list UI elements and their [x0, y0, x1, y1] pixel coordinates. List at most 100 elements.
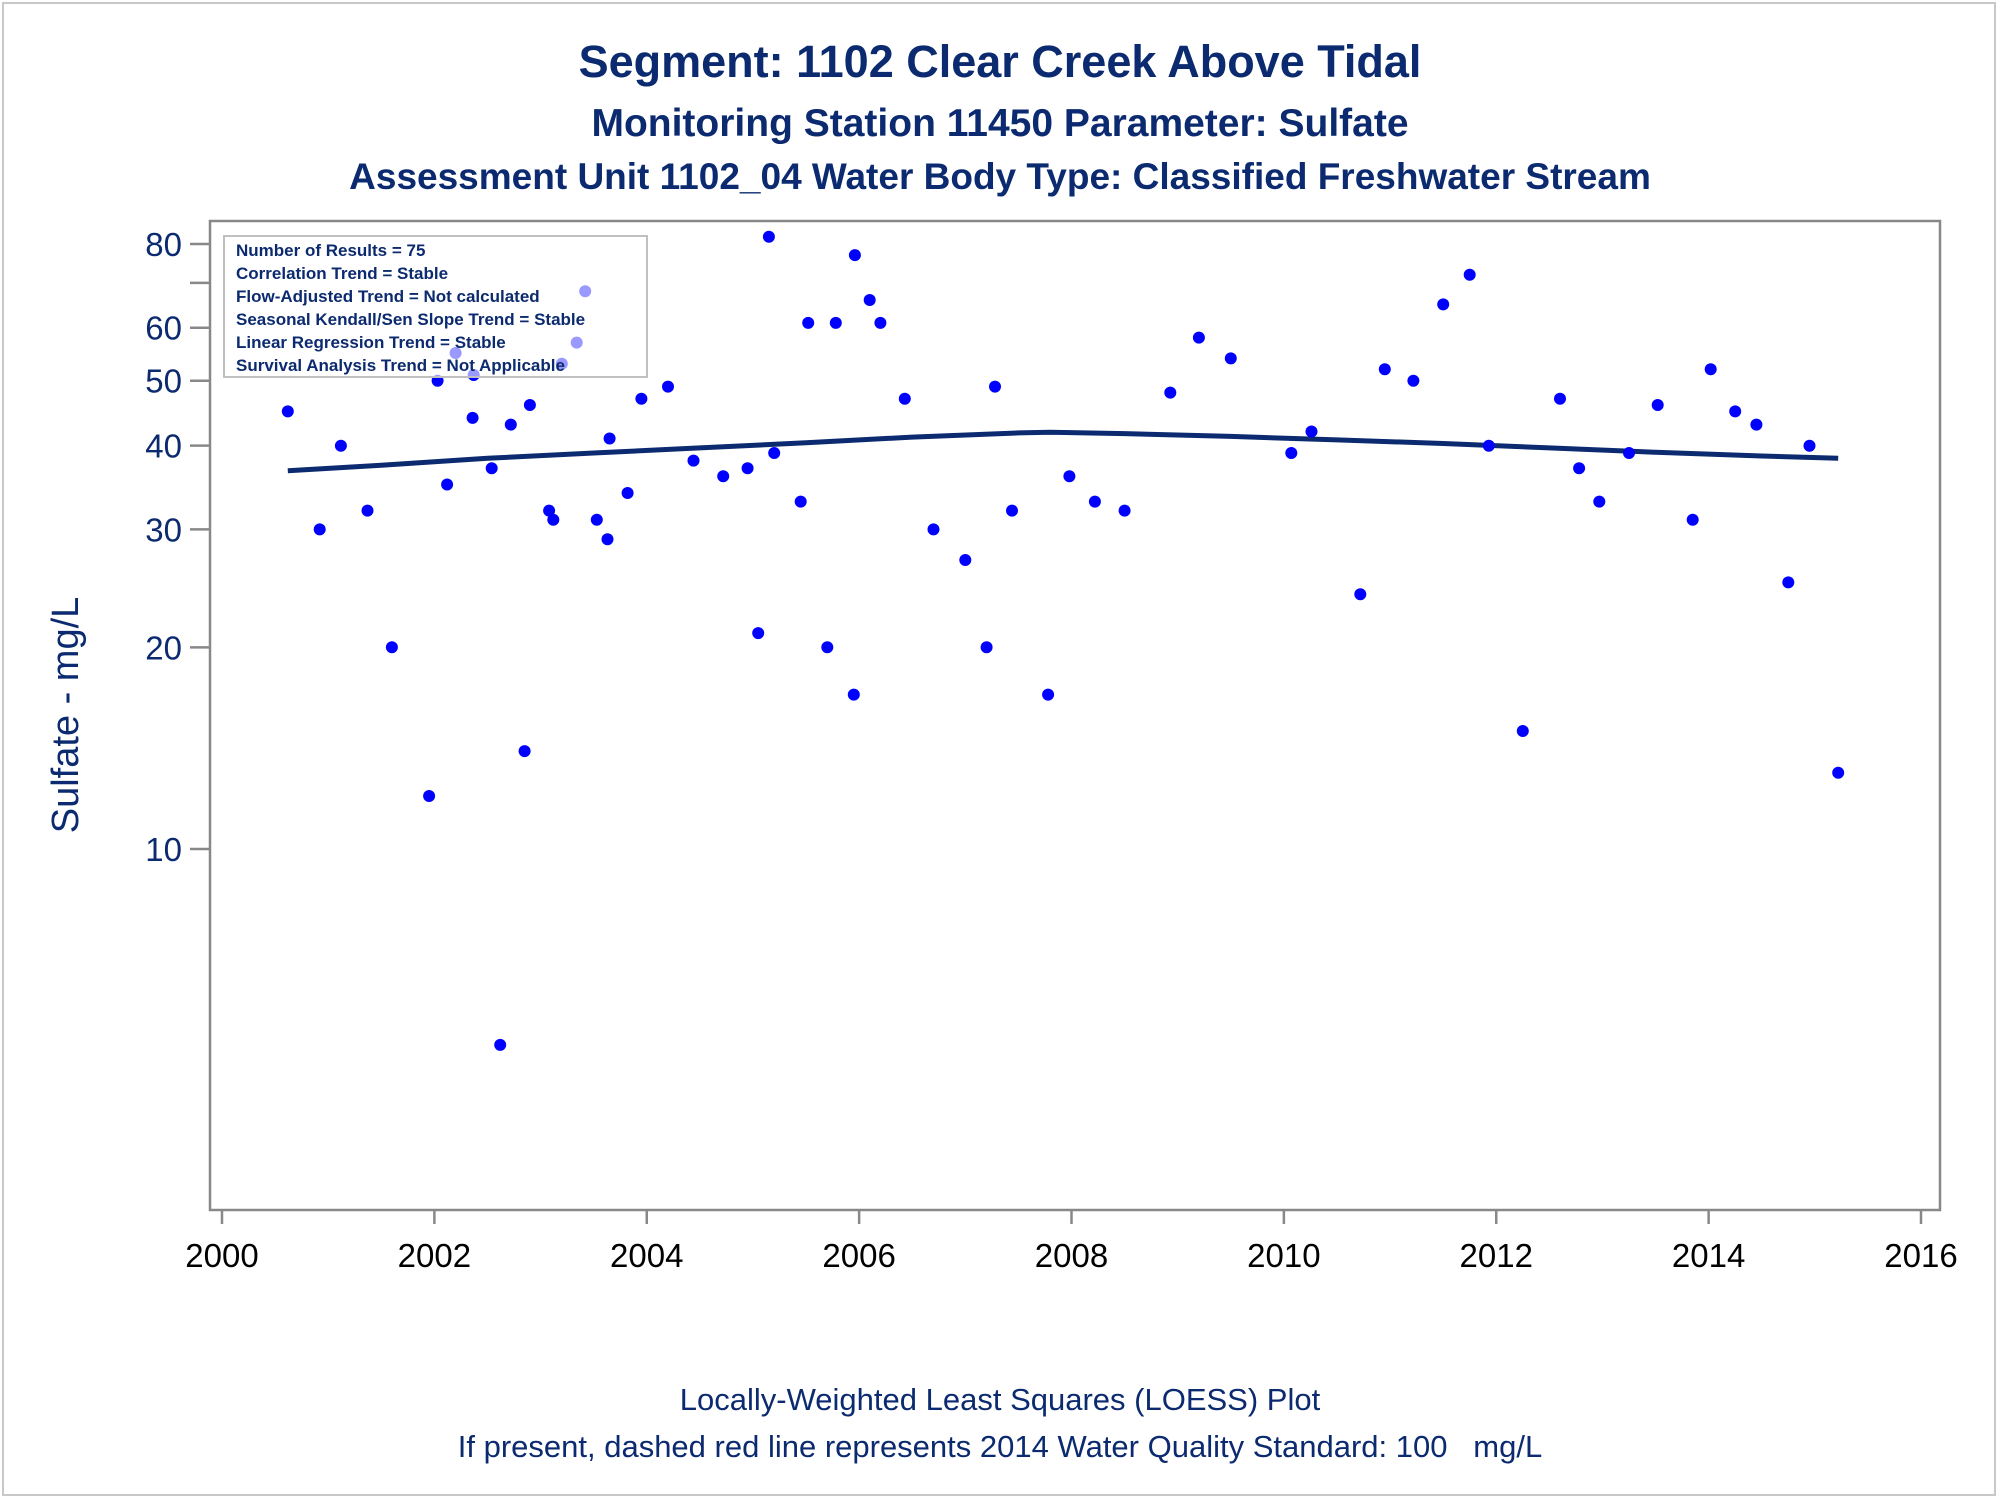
data-point: [980, 641, 993, 654]
y-axis: 10 20 30 40 50 60 80: [145, 226, 210, 868]
chart-subtitle-assessment: Assessment Unit 1102_04 Water Body Type:…: [349, 156, 1651, 197]
data-point: [1354, 588, 1367, 601]
data-point: [1782, 576, 1795, 589]
data-point: [1118, 504, 1131, 517]
data-point: [1750, 418, 1763, 431]
y-tick-label: 50: [145, 363, 182, 400]
data-point: [959, 554, 972, 566]
data-point: [385, 641, 398, 654]
data-point: [441, 478, 454, 491]
data-point: [1623, 447, 1635, 459]
stats-box-border: [223, 235, 648, 378]
footnote-method: Locally-Weighted Least Squares (LOESS) P…: [679, 1382, 1321, 1417]
data-point: [523, 399, 536, 411]
data-point: [1686, 513, 1699, 526]
data-point: [635, 392, 648, 405]
data-point: [1063, 470, 1076, 483]
data-point: [1482, 439, 1495, 452]
data-point: [590, 513, 603, 526]
data-point: [1285, 447, 1298, 459]
y-tick-label: 10: [145, 831, 182, 868]
data-point: [281, 405, 294, 418]
y-tick-label: 30: [145, 511, 182, 548]
stats-line: Seasonal Kendall/Sen Slope Trend = Stabl…: [236, 310, 585, 329]
data-point: [1378, 363, 1391, 376]
stats-line: Flow-Adjusted Trend = Not calculated: [236, 287, 540, 306]
data-point: [989, 380, 1001, 393]
data-point: [752, 627, 765, 640]
data-point: [741, 462, 754, 475]
loess-line: [287, 429, 1839, 474]
data-point: [518, 745, 531, 758]
data-point: [361, 504, 374, 517]
data-point: [601, 533, 614, 546]
data-point: [313, 523, 326, 536]
data-point: [1704, 363, 1717, 376]
x-tick-label: 2014: [1672, 1237, 1745, 1274]
data-point: [717, 470, 730, 483]
data-point: [1729, 405, 1742, 418]
data-point: [821, 641, 834, 654]
data-point: [1803, 439, 1816, 452]
data-point: [466, 411, 479, 424]
data-point: [1516, 725, 1529, 737]
data-point: [1006, 504, 1018, 517]
data-point: [829, 316, 842, 329]
x-tick-label: 2008: [1035, 1237, 1108, 1274]
data-point: [898, 392, 911, 405]
data-point: [687, 454, 700, 467]
plot-area: [208, 219, 1942, 1212]
x-tick-label: 2006: [822, 1237, 895, 1274]
y-tick-label: 60: [145, 310, 182, 347]
scatter-series: [281, 230, 1845, 1051]
data-point: [1042, 688, 1055, 701]
data-point: [1088, 495, 1101, 508]
data-point: [847, 688, 860, 701]
stats-line: Survival Analysis Trend = Not Applicable: [236, 356, 565, 375]
data-point: [1463, 268, 1476, 281]
x-tick-label: 2000: [185, 1237, 258, 1274]
loess-series: [287, 429, 1839, 474]
data-point: [1651, 399, 1664, 411]
stats-line: Number of Results = 75: [236, 241, 425, 260]
data-point: [494, 1038, 507, 1051]
data-point: [1593, 495, 1606, 508]
data-point: [1554, 392, 1566, 405]
data-point: [1437, 298, 1450, 311]
footnote-standard: If present, dashed red line represents 2…: [457, 1429, 1543, 1464]
data-point: [794, 495, 807, 508]
data-point: [802, 316, 815, 329]
data-point: [1224, 352, 1237, 365]
x-tick-label: 2012: [1460, 1237, 1533, 1274]
y-axis-label: Sulfate - mg/L: [45, 597, 87, 834]
stats-box: Number of Results = 75 Correlation Trend …: [223, 235, 648, 378]
data-point: [1305, 425, 1318, 438]
data-point: [768, 447, 781, 459]
stats-line: Correlation Trend = Stable: [236, 264, 448, 283]
data-point: [1407, 374, 1420, 387]
stats-line: Linear Regression Trend = Stable: [236, 333, 506, 352]
x-tick-label: 2004: [610, 1237, 683, 1274]
data-point: [1832, 766, 1845, 779]
chart-subtitle-station: Monitoring Station 11450 Parameter: Sulf…: [591, 102, 1409, 145]
data-point: [762, 230, 775, 243]
x-tick-label: 2016: [1884, 1237, 1957, 1274]
data-point: [423, 790, 436, 802]
x-tick-label: 2002: [398, 1237, 471, 1274]
x-axis: 2000 2002 2004 2006 2008 2010 2012 2014 2016: [185, 1210, 1958, 1274]
data-point: [874, 316, 887, 329]
data-point: [603, 432, 616, 445]
data-point: [504, 418, 517, 431]
y-tick-label: 80: [145, 226, 182, 263]
data-point: [848, 249, 861, 262]
data-point: [927, 523, 940, 536]
data-point: [1573, 462, 1586, 475]
y-tick-label: 20: [145, 629, 182, 666]
data-point: [662, 380, 674, 393]
data-point: [334, 439, 347, 452]
data-point: [863, 294, 876, 306]
x-tick-label: 2010: [1247, 1237, 1320, 1274]
data-point: [621, 487, 634, 499]
